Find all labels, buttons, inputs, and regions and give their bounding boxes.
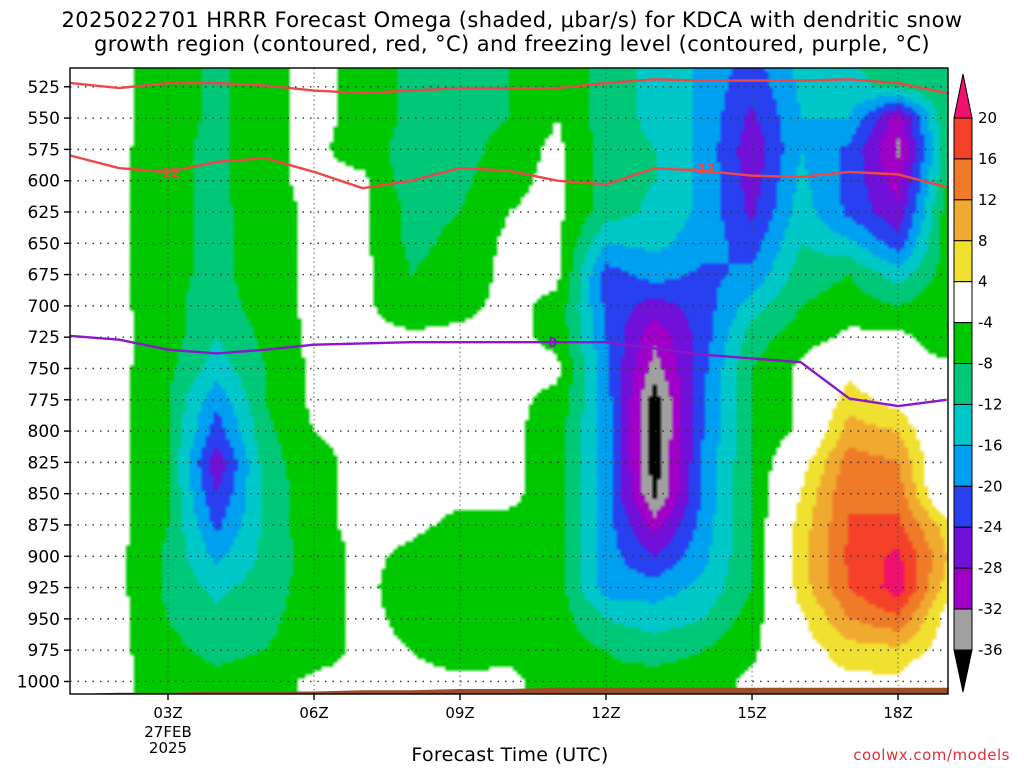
colorbar-swatch-13 [953, 608, 973, 651]
chart-title-line-1: 2025022701 HRRR Forecast Omega (shaded, … [61, 8, 963, 32]
minus12-label-2: -12 [692, 162, 716, 177]
colorbar-swatch-10 [953, 485, 973, 528]
y-tick-label-800: 800 [28, 422, 60, 442]
plot-frame [69, 67, 949, 695]
colorbar-label--28: -28 [978, 559, 1003, 577]
colorbar-label--4: -4 [978, 314, 993, 332]
colorbar-label--36: -36 [978, 641, 1003, 659]
minus12-label-1: -12 [156, 166, 180, 181]
y-tick-label-575: 575 [28, 140, 60, 160]
colorbar-label--32: -32 [978, 600, 1003, 618]
colorbar-label--20: -20 [978, 477, 1003, 495]
y-tick-label-775: 775 [28, 391, 60, 411]
y-tick-label-750: 750 [28, 359, 60, 379]
colorbar-top-arrow [953, 73, 973, 119]
omega-shading [70, 68, 948, 694]
x-tick-label-12z: 12Z [591, 704, 620, 722]
colorbar-label--8: -8 [978, 355, 993, 373]
colorbar-label-8: 8 [978, 232, 988, 250]
date-label-year: 2025 [148, 739, 188, 757]
chart-title-line-2: growth region (contoured, red, °C) and f… [94, 32, 930, 56]
colorbar-swatch-2 [953, 158, 973, 201]
y-tick-label-625: 625 [28, 203, 60, 223]
y-tick-label-900: 900 [28, 547, 60, 567]
y-tick-label-950: 950 [28, 610, 60, 630]
y-tick-label-650: 650 [28, 234, 60, 254]
colorbar-swatch-11 [953, 526, 973, 569]
colorbar-swatch-3 [953, 199, 973, 242]
colorbar-label-4: 4 [978, 273, 988, 291]
colorbar-swatch-9 [953, 444, 973, 487]
colorbar-swatch-8 [953, 403, 973, 446]
colorbar-swatch-4 [953, 240, 973, 283]
colorbar-label-12: 12 [978, 191, 997, 209]
freezing-level-contour [70, 334, 947, 408]
colorbar-label--24: -24 [978, 518, 1003, 536]
terrain-band [70, 687, 948, 694]
colorbar-label--16: -16 [978, 436, 1003, 454]
x-tick-label-18z: 18Z [883, 704, 912, 722]
y-tick-label-700: 700 [28, 297, 60, 317]
y-tick-label-600: 600 [28, 172, 60, 192]
minus12-contour [70, 154, 948, 190]
y-tick-label-850: 850 [28, 485, 60, 505]
y-tick-label-550: 550 [28, 109, 60, 129]
colorbar-swatch-7 [953, 363, 973, 405]
colorbar-swatch-1 [953, 117, 973, 160]
y-tick-label-1000: 1000 [17, 672, 60, 692]
dendritic-top-contour [70, 78, 947, 95]
y-tick-label-925: 925 [28, 579, 60, 599]
colorbar-bottom-arrow [953, 649, 973, 693]
x-axis-label: Forecast Time (UTC) [411, 744, 609, 766]
credit-link[interactable]: coolwx.com/models [853, 746, 1010, 764]
x-tick-label-03z: 03Z [153, 704, 182, 722]
x-tick-label-15z: 15Z [737, 704, 766, 722]
colorbar-label-16: 16 [978, 150, 997, 168]
x-tick-label-09z: 09Z [445, 704, 474, 722]
colorbar-swatch-6 [953, 322, 973, 365]
colorbar-swatch-5 [953, 281, 973, 324]
y-tick-label-975: 975 [28, 641, 60, 661]
colorbar-label--12: -12 [978, 395, 1003, 413]
date-label-day: 27FEB [144, 723, 192, 741]
y-tick-label-825: 825 [28, 453, 60, 473]
x-tick-label-06z: 06Z [299, 704, 328, 722]
colorbar-swatch-12 [953, 567, 973, 610]
colorbar-label-20: 20 [978, 109, 997, 127]
y-tick-label-875: 875 [28, 516, 60, 536]
y-tick-label-675: 675 [28, 266, 60, 286]
y-tick-label-525: 525 [28, 78, 60, 98]
y-tick-label-725: 725 [28, 328, 60, 348]
freezing-level-label: 0 [548, 336, 557, 351]
